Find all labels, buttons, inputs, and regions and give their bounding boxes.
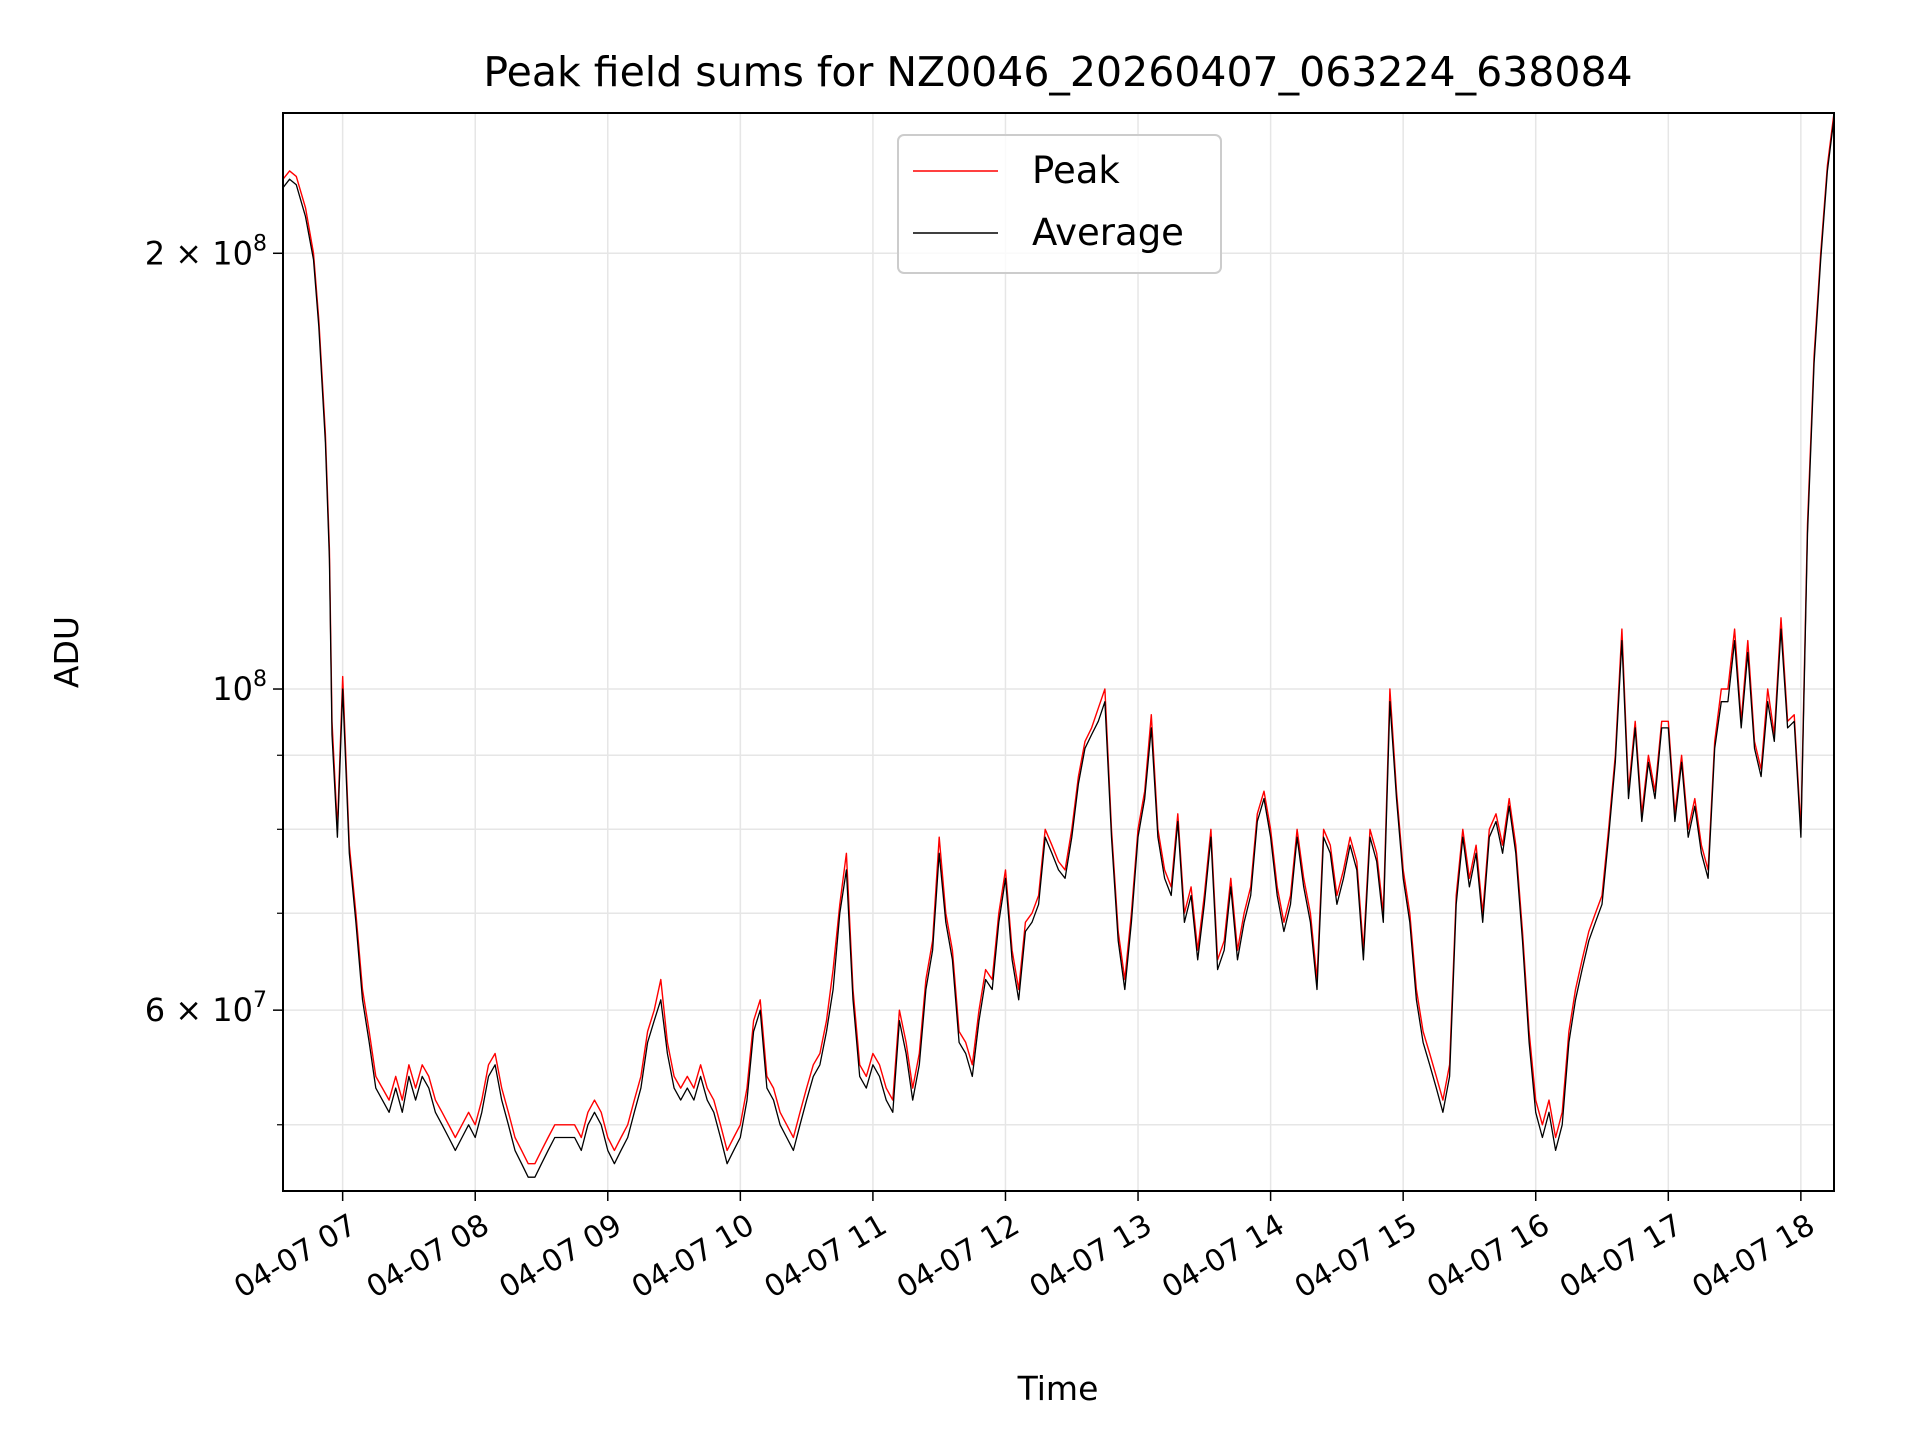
plot-frame <box>282 112 1835 1192</box>
legend: Peak Average <box>897 134 1222 274</box>
y-tick-mantissa: 6 × 10 <box>145 991 253 1029</box>
y-tick-mantissa: 2 × 10 <box>145 234 253 272</box>
series-layer <box>283 113 1834 1178</box>
y-tick-exponent: 7 <box>253 988 267 1013</box>
grid-layer <box>283 113 1834 1191</box>
chart-title: Peak field sums for NZ0046_20260407_0632… <box>483 48 1632 96</box>
y-tick-label: 6 × 107 <box>145 988 267 1029</box>
y-tick-label: 108 <box>212 667 267 708</box>
series-line-peak <box>283 113 1834 1165</box>
series-line-average <box>283 117 1834 1178</box>
y-tick-mantissa: 10 <box>212 670 253 708</box>
y-axis-label: ADU <box>47 616 86 688</box>
x-axis-label: Time <box>1017 1369 1099 1408</box>
legend-box <box>897 134 1222 274</box>
y-tick-label: 2 × 108 <box>145 231 267 272</box>
legend-label-peak: Peak <box>1032 149 1120 192</box>
y-tick-exponent: 8 <box>253 231 267 256</box>
legend-label-average: Average <box>1032 211 1184 254</box>
y-tick-exponent: 8 <box>253 667 267 692</box>
